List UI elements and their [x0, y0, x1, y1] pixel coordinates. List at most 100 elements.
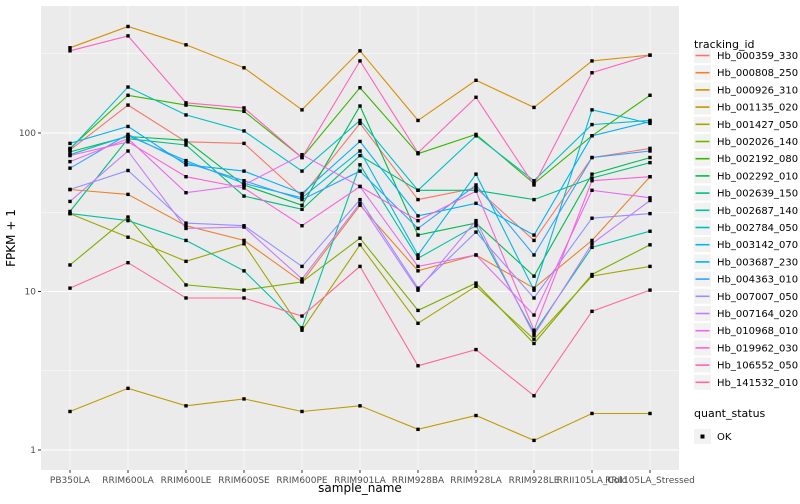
legend-item-Hb_106552_050[interactable]: Hb_106552_050 — [694, 357, 798, 373]
legend-item-Hb_010968_010[interactable]: Hb_010968_010 — [694, 323, 798, 339]
data-point[interactable] — [126, 260, 130, 265]
data-point[interactable] — [474, 224, 478, 228]
data-point[interactable] — [358, 86, 362, 90]
data-point[interactable] — [532, 341, 536, 346]
data-point[interactable] — [532, 274, 536, 278]
data-point[interactable] — [648, 146, 652, 151]
data-point[interactable] — [358, 163, 362, 167]
data-point[interactable] — [68, 49, 72, 53]
data-point[interactable] — [126, 235, 130, 239]
data-point[interactable] — [184, 113, 188, 117]
data-point[interactable] — [184, 191, 188, 195]
data-point[interactable] — [68, 209, 72, 214]
data-point[interactable] — [358, 59, 362, 63]
legend-item-Hb_002026_140[interactable]: Hb_002026_140 — [694, 134, 798, 149]
data-point[interactable] — [474, 95, 478, 99]
data-point[interactable] — [184, 259, 188, 264]
data-point[interactable] — [358, 203, 362, 207]
data-point[interactable] — [532, 337, 536, 341]
data-point[interactable] — [648, 175, 652, 179]
data-point[interactable] — [416, 214, 420, 218]
data-point[interactable] — [474, 281, 478, 285]
data-point[interactable] — [300, 264, 304, 269]
data-point[interactable] — [648, 160, 652, 165]
data-point[interactable] — [474, 201, 478, 206]
data-point[interactable] — [242, 269, 246, 273]
data-point[interactable] — [300, 194, 304, 198]
data-point[interactable] — [416, 233, 420, 237]
data-point[interactable] — [532, 253, 536, 257]
data-point[interactable] — [416, 308, 420, 313]
data-point[interactable] — [126, 192, 130, 197]
data-point[interactable] — [416, 218, 420, 223]
legend-item-Hb_004363_010[interactable]: Hb_004363_010 — [694, 271, 798, 287]
data-point[interactable] — [648, 121, 652, 126]
data-point[interactable] — [532, 105, 536, 110]
data-point[interactable] — [474, 218, 478, 223]
data-point[interactable] — [590, 155, 594, 160]
data-point[interactable] — [300, 409, 304, 414]
data-point[interactable] — [474, 78, 478, 83]
data-point[interactable] — [126, 218, 130, 223]
legend-item-Hb_000926_310[interactable]: Hb_000926_310 — [694, 82, 798, 98]
data-point[interactable] — [126, 149, 130, 153]
data-point[interactable] — [300, 191, 304, 196]
data-point[interactable] — [358, 169, 362, 173]
data-point[interactable] — [242, 242, 246, 246]
legend-item-Hb_003142_070[interactable]: Hb_003142_070 — [694, 237, 798, 253]
data-point[interactable] — [532, 183, 536, 187]
data-point[interactable] — [126, 103, 130, 107]
data-point[interactable] — [416, 256, 420, 260]
data-point[interactable] — [242, 238, 246, 243]
data-point[interactable] — [242, 106, 246, 110]
data-point[interactable] — [68, 263, 72, 267]
data-point[interactable] — [242, 186, 246, 190]
data-point[interactable] — [358, 121, 362, 126]
data-point[interactable] — [474, 221, 478, 225]
legend-item-Hb_002192_080[interactable]: Hb_002192_080 — [694, 151, 798, 167]
data-point[interactable] — [648, 264, 652, 269]
data-point[interactable] — [126, 124, 130, 129]
legend-item-Hb_002687_140[interactable]: Hb_002687_140 — [694, 202, 798, 218]
data-point[interactable] — [300, 197, 304, 202]
data-point[interactable] — [358, 184, 362, 189]
data-point[interactable] — [416, 286, 420, 290]
data-point[interactable] — [532, 333, 536, 337]
data-point[interactable] — [474, 230, 478, 234]
data-point[interactable] — [416, 269, 420, 273]
data-point[interactable] — [242, 109, 246, 114]
data-point[interactable] — [68, 153, 72, 158]
data-point[interactable] — [300, 108, 304, 112]
data-point[interactable] — [68, 187, 72, 192]
data-point[interactable] — [590, 176, 594, 180]
data-point[interactable] — [532, 313, 536, 317]
data-point[interactable] — [590, 122, 594, 127]
legend-item-Hb_002292_010[interactable]: Hb_002292_010 — [694, 168, 798, 184]
data-point[interactable] — [300, 207, 304, 212]
data-point[interactable] — [242, 183, 246, 187]
data-point[interactable] — [590, 172, 594, 176]
data-point[interactable] — [126, 85, 130, 89]
data-point[interactable] — [358, 104, 362, 108]
data-point[interactable] — [590, 309, 594, 314]
data-point[interactable] — [416, 427, 420, 432]
data-point[interactable] — [590, 245, 594, 250]
data-point[interactable] — [358, 243, 362, 247]
data-point[interactable] — [242, 225, 246, 229]
data-point[interactable] — [532, 328, 536, 332]
data-point[interactable] — [532, 330, 536, 335]
data-point[interactable] — [300, 326, 304, 330]
data-point[interactable] — [590, 242, 594, 246]
data-point[interactable] — [648, 288, 652, 292]
data-point[interactable] — [300, 203, 304, 207]
legend-item-Hb_001135_020[interactable]: Hb_001135_020 — [694, 99, 798, 115]
data-point[interactable] — [184, 221, 188, 225]
legend-item-Hb_002784_050[interactable]: Hb_002784_050 — [694, 220, 798, 235]
data-point[interactable] — [184, 138, 188, 142]
data-point[interactable] — [242, 141, 246, 146]
data-point[interactable] — [648, 53, 652, 57]
data-point[interactable] — [474, 413, 478, 418]
data-point[interactable] — [416, 226, 420, 231]
data-point[interactable] — [358, 236, 362, 240]
data-point[interactable] — [590, 188, 594, 192]
